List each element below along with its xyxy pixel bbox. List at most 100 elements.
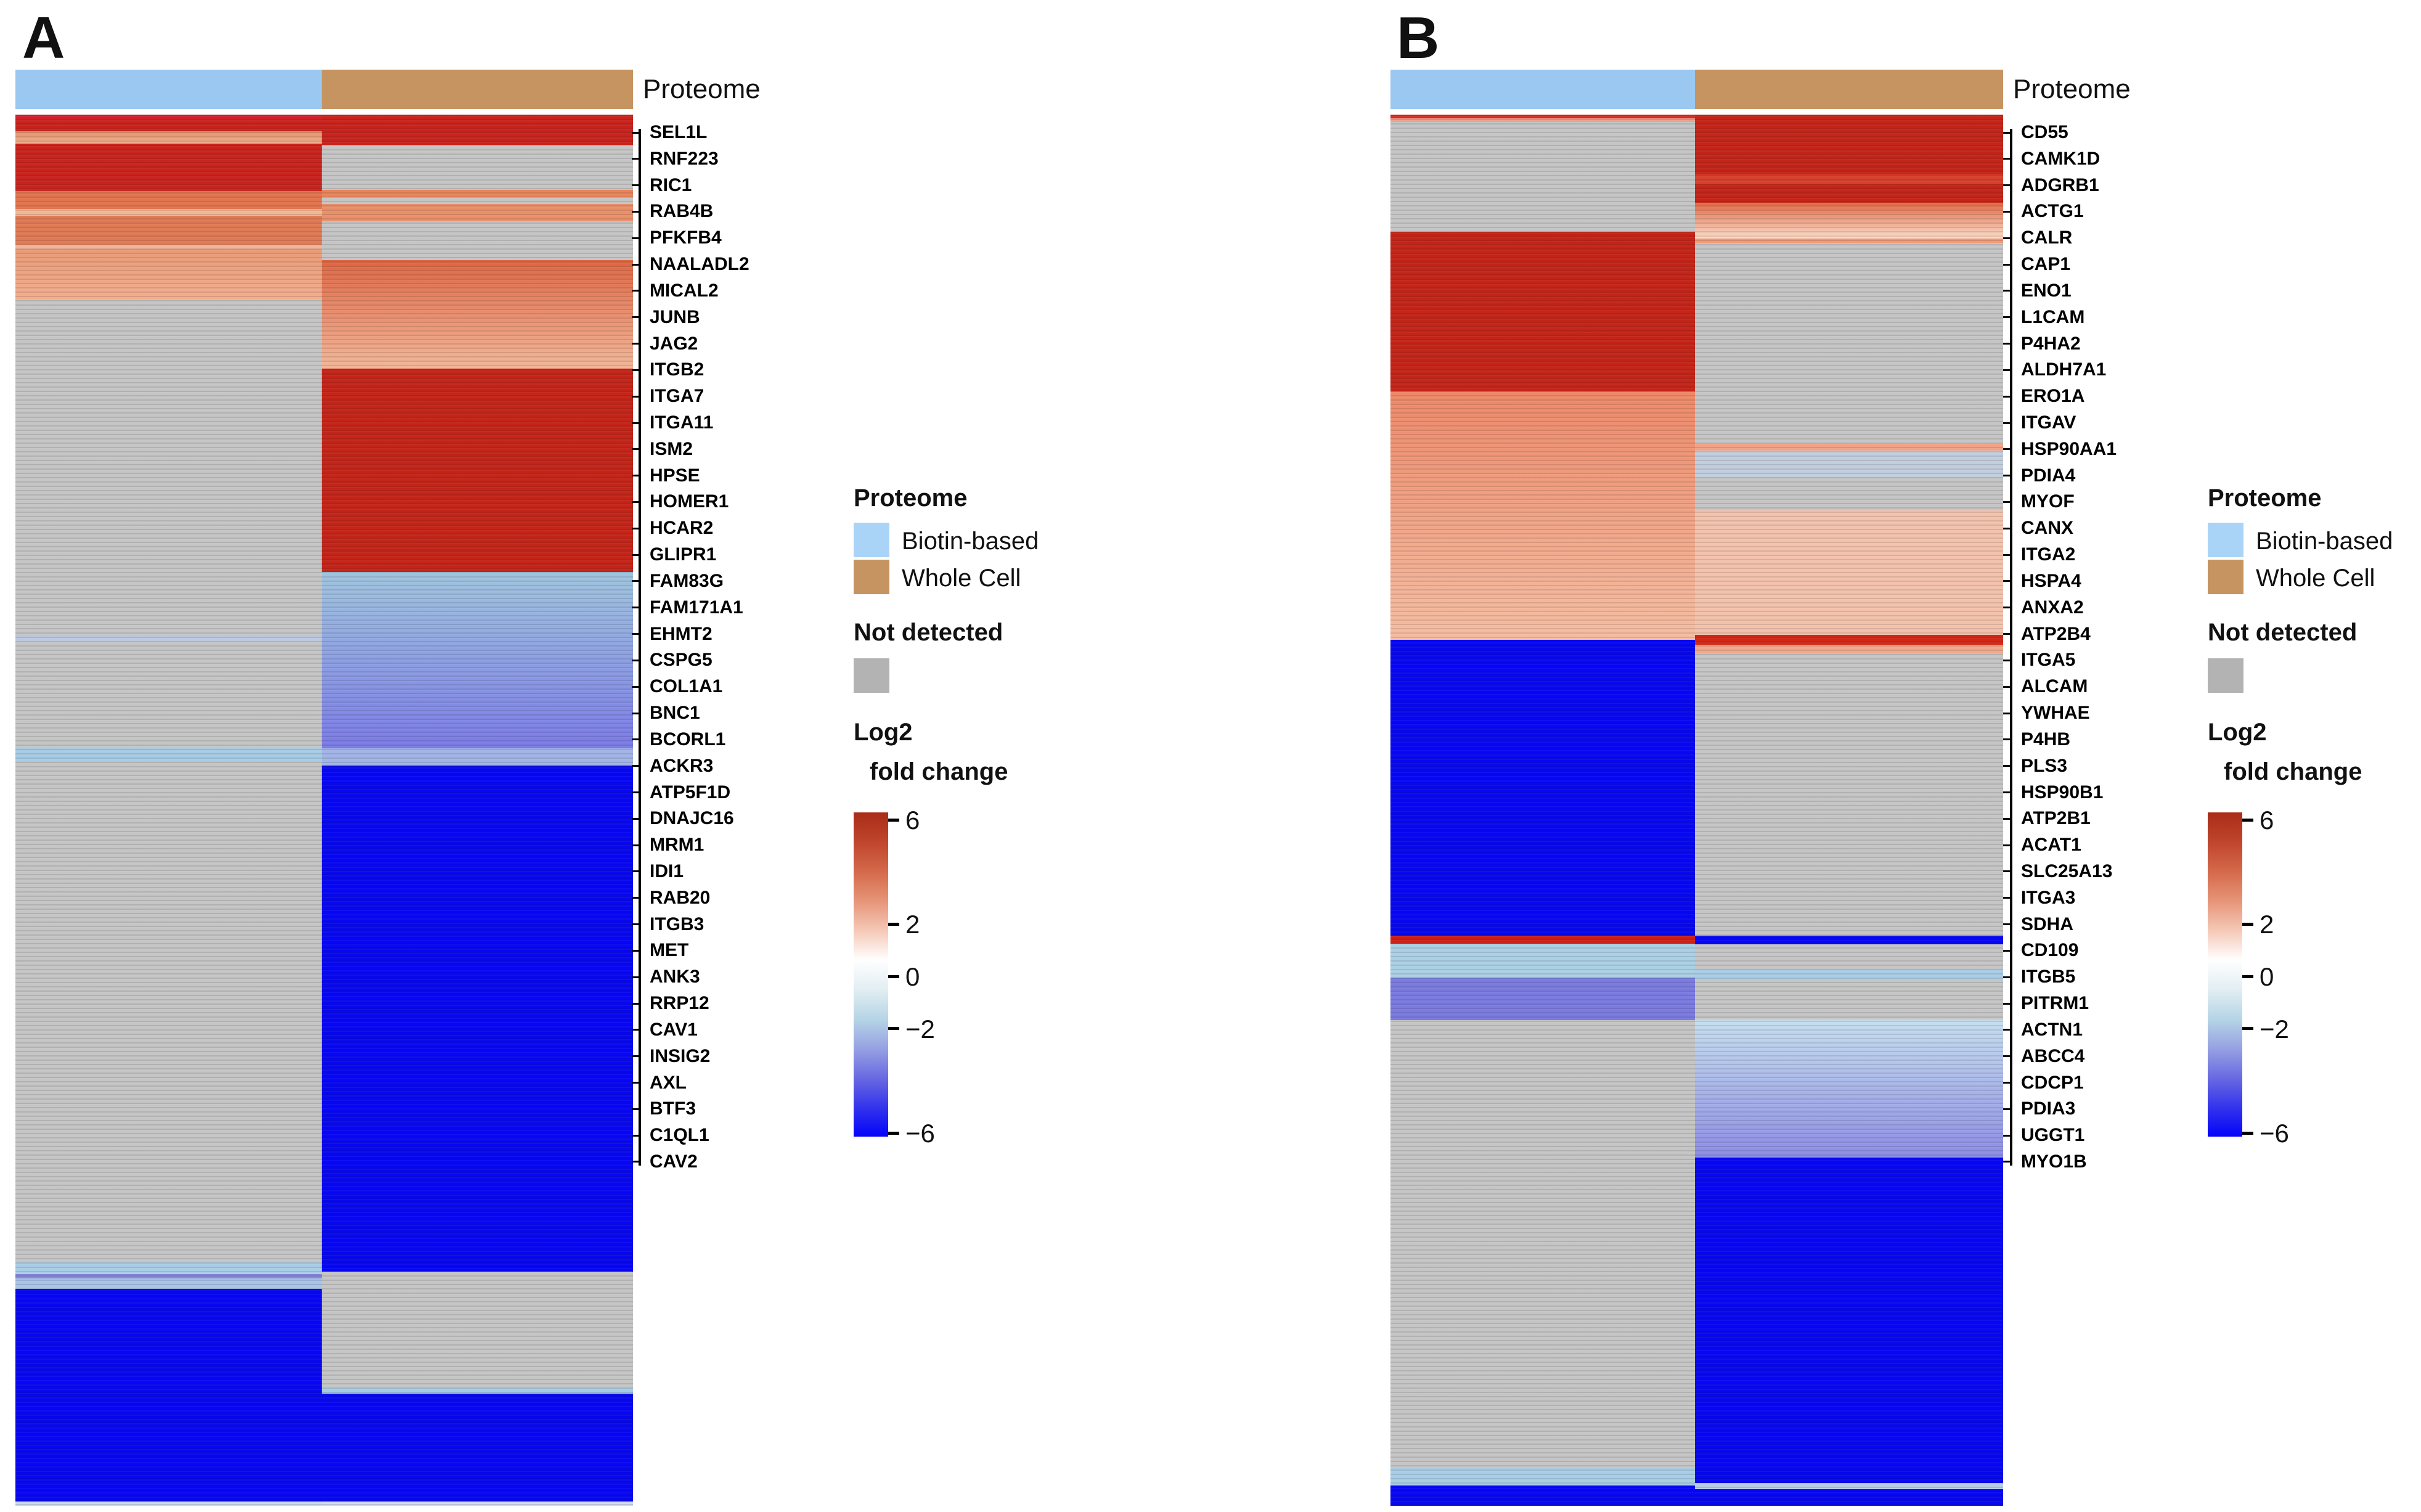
gene-tick xyxy=(2003,263,2011,266)
heatmap-column-wholecell xyxy=(322,115,633,1506)
gene-bracket-line xyxy=(2010,129,2012,1166)
heatmap-band xyxy=(1390,943,1695,978)
gene-tick xyxy=(632,1055,640,1058)
heatmap-band xyxy=(322,1387,633,1394)
colorbar-tick-mark xyxy=(888,1131,899,1135)
heatmap-band xyxy=(1695,1019,2003,1158)
colorbar-tick-mark xyxy=(2242,922,2253,926)
gene-tick xyxy=(632,712,640,714)
gene-label: L1CAM xyxy=(2021,306,2085,327)
colorbar-tick-label: −6 xyxy=(2260,1119,2289,1148)
gene-tick xyxy=(2003,475,2011,477)
gene-tick xyxy=(632,844,640,846)
gene-label: ATP5F1D xyxy=(650,782,731,803)
gene-label: ERO1A xyxy=(2021,386,2085,407)
gene-tick xyxy=(2003,738,2011,741)
heatmap-band xyxy=(1390,1467,1695,1486)
colorbar-tick-label: 6 xyxy=(905,806,920,835)
gene-tick xyxy=(632,633,640,635)
not-detected-swatch xyxy=(2208,658,2243,693)
gene-label: CD55 xyxy=(2021,122,2068,142)
gene-tick xyxy=(632,580,640,582)
gene-tick xyxy=(2003,290,2011,292)
gene-label: ADGRB1 xyxy=(2021,174,2099,195)
gene-label: CDCP1 xyxy=(2021,1072,2084,1093)
heatmap-band xyxy=(322,1502,633,1506)
heatmap-band xyxy=(322,115,633,145)
colorbar-tick-mark xyxy=(888,1027,899,1031)
heatmap-band xyxy=(15,209,322,216)
colorbar-title-line2: fold change xyxy=(2224,758,2362,785)
heatmap-band xyxy=(1695,936,2003,945)
heatmap-band xyxy=(1695,653,2003,936)
log2-colorbar xyxy=(2208,812,2242,1137)
heatmap-band xyxy=(1390,1020,1695,1468)
heatmap-band xyxy=(1695,239,2003,243)
gene-label: HSP90B1 xyxy=(2021,782,2104,803)
gene-label: FAM171A1 xyxy=(650,597,743,618)
gene-tick xyxy=(2003,1134,2011,1137)
colorbar-tick-mark xyxy=(2242,975,2253,978)
wholecell-swatch xyxy=(2208,560,2243,594)
gene-tick xyxy=(632,290,640,292)
gene-label: INSIG2 xyxy=(650,1045,711,1066)
gene-label: PITRM1 xyxy=(2021,993,2089,1014)
gene-tick xyxy=(2003,1055,2011,1058)
heatmap-band xyxy=(15,245,322,249)
heatmap-band xyxy=(322,260,633,369)
gene-label: ITGA7 xyxy=(650,386,704,407)
not-detected-swatch xyxy=(854,658,889,693)
gene-tick xyxy=(2003,870,2011,873)
gene-tick xyxy=(632,659,640,661)
gene-tick xyxy=(2003,633,2011,635)
gene-label: COL1A1 xyxy=(650,676,723,697)
heatmap-band xyxy=(322,221,633,261)
gene-tick xyxy=(2003,844,2011,846)
gene-tick xyxy=(632,316,640,319)
gene-tick xyxy=(2003,712,2011,714)
gene-tick xyxy=(632,817,640,820)
biotin-label: Biotin-based xyxy=(2256,528,2393,555)
proteome-caption: Proteome xyxy=(643,74,761,104)
heatmap-band xyxy=(1695,944,2003,971)
gene-tick xyxy=(632,870,640,873)
proteome-header-wholecell xyxy=(1695,70,2003,109)
heatmap-band xyxy=(1390,121,1695,232)
gene-tick xyxy=(632,1134,640,1137)
gene-label: MICAL2 xyxy=(650,280,719,301)
wholecell-swatch xyxy=(854,560,889,594)
heatmap-band xyxy=(1390,391,1695,640)
gene-label: JUNB xyxy=(650,306,700,327)
colorbar-tick-mark xyxy=(2242,1027,2253,1031)
gene-tick xyxy=(2003,1161,2011,1163)
gene-label: ITGA5 xyxy=(2021,650,2076,671)
gene-label: SEL1L xyxy=(650,122,708,142)
gene-tick xyxy=(632,1029,640,1031)
colorbar-tick-label: 6 xyxy=(2260,806,2274,835)
colorbar-tick-mark xyxy=(888,922,899,926)
heatmap-band xyxy=(1390,936,1695,944)
gene-tick xyxy=(2003,501,2011,503)
gene-label: BCORL1 xyxy=(650,729,726,750)
gene-label: C1QL1 xyxy=(650,1125,709,1146)
gene-label: ACKR3 xyxy=(650,755,714,776)
heatmap-band xyxy=(1695,1489,2003,1506)
gene-label: HSP90AA1 xyxy=(2021,438,2117,459)
heatmap-band xyxy=(322,368,633,573)
gene-label: ATP2B1 xyxy=(2021,808,2091,829)
gene-tick xyxy=(2003,395,2011,398)
gene-tick xyxy=(632,343,640,345)
gene-tick xyxy=(632,131,640,134)
heatmap-band xyxy=(15,1278,322,1289)
gene-label: CAP1 xyxy=(2021,254,2071,275)
gene-tick xyxy=(632,791,640,793)
heatmap-band xyxy=(1695,979,2003,1020)
gene-label: AXL xyxy=(650,1072,687,1093)
gene-tick xyxy=(632,395,640,398)
proteome-header-wholecell xyxy=(322,70,633,109)
gene-tick xyxy=(632,897,640,899)
gene-label: RRP12 xyxy=(650,993,709,1014)
heatmap-band xyxy=(1695,174,2003,185)
heatmap-band xyxy=(15,761,322,1263)
gene-label: UGGT1 xyxy=(2021,1125,2085,1146)
